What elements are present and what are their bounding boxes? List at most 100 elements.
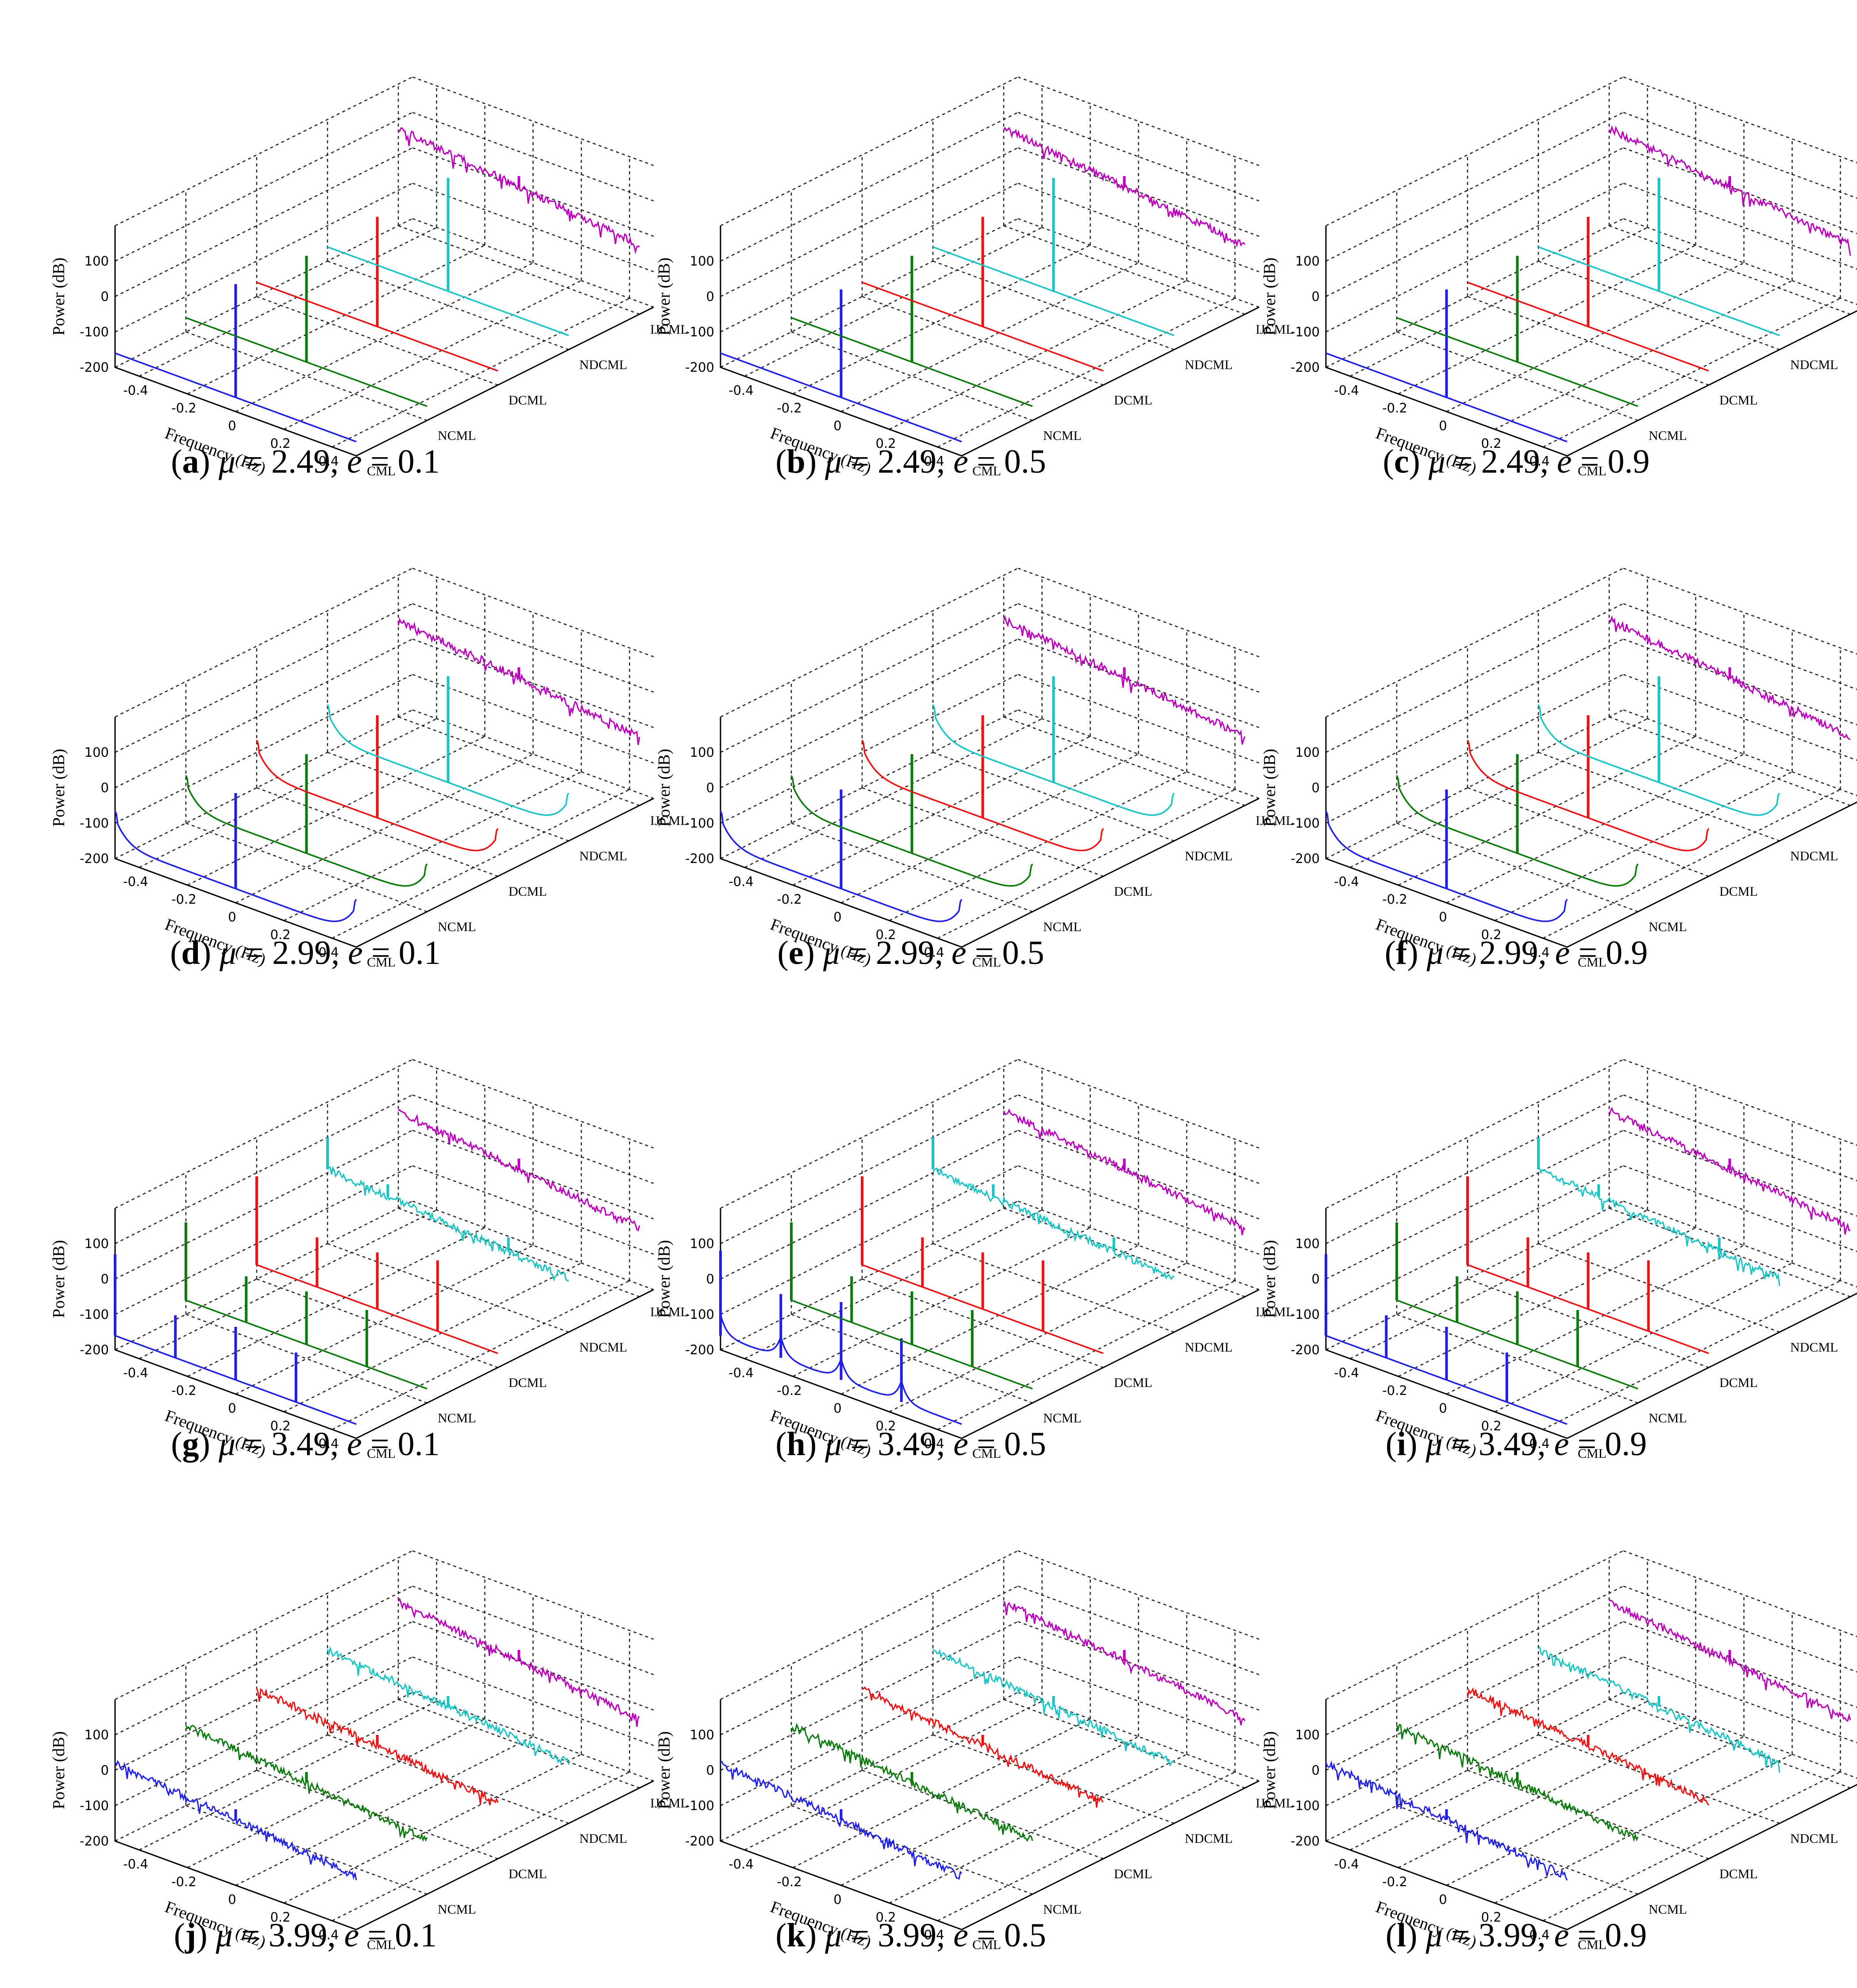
series-dcml bbox=[1467, 1687, 1710, 1806]
subplot-caption: (j) μ = 3.99, e = 0.1 bbox=[173, 1917, 437, 1954]
subplot-caption: (d) μ = 2.99, e = 0.1 bbox=[170, 934, 441, 971]
z-tick-label: -200 bbox=[1291, 1342, 1320, 1357]
grid-line bbox=[792, 1227, 1091, 1377]
series-cml bbox=[720, 289, 962, 443]
series-label: CML bbox=[367, 1446, 396, 1461]
x-tick-label: -0.2 bbox=[171, 1383, 196, 1398]
subplot-g: 100 0 -100 -200 -0.4 -0.2 0 0.2 0.4 CML NCML DCML ND… bbox=[13, 982, 689, 1474]
z-tick-label: -100 bbox=[1291, 1798, 1320, 1813]
series-label: IJCML bbox=[650, 813, 689, 828]
x-tick-label: 0 bbox=[228, 1401, 236, 1416]
grid-line bbox=[720, 218, 1018, 368]
series-dcml bbox=[862, 1686, 1104, 1808]
series-ndcml bbox=[1538, 178, 1780, 336]
grid-line bbox=[744, 1209, 1043, 1360]
z-tick-label: -200 bbox=[1291, 360, 1320, 375]
axes-frame bbox=[720, 226, 1260, 457]
x-tick-label: 0.4 bbox=[924, 1927, 944, 1942]
grid-lines bbox=[720, 1550, 1260, 1930]
z-tick-label: 0 bbox=[706, 1271, 714, 1287]
z-tick-label: -200 bbox=[685, 851, 714, 866]
grid-line bbox=[1325, 674, 1624, 824]
series-label: CML bbox=[1578, 1446, 1607, 1461]
series-ijcml bbox=[397, 1597, 640, 1727]
z-tick-label: -200 bbox=[80, 851, 109, 866]
x-tick-label: 0.2 bbox=[270, 1418, 290, 1433]
series-ndcml bbox=[327, 1646, 570, 1765]
series-ndcml bbox=[932, 1648, 1175, 1767]
x-tick-label: 0 bbox=[833, 418, 841, 433]
grid-line bbox=[720, 1129, 1018, 1280]
series-label: DCML bbox=[509, 1867, 547, 1881]
grid-line bbox=[1325, 1165, 1624, 1315]
series-line bbox=[256, 1688, 499, 1806]
series-line bbox=[1003, 1108, 1246, 1236]
z-tick-label: -200 bbox=[685, 360, 714, 375]
series-cml bbox=[114, 1760, 357, 1880]
grid-lines bbox=[114, 1550, 654, 1930]
x-tick-label: -0.4 bbox=[1334, 383, 1359, 398]
axes-frame bbox=[114, 1699, 654, 1930]
z-axis-label: Power (dB) bbox=[1260, 258, 1279, 335]
series-ijcml bbox=[1003, 615, 1246, 745]
x-tick-label: 0 bbox=[228, 909, 236, 925]
subplot-caption: (g) μ = 3.49, e = 0.1 bbox=[171, 1426, 440, 1463]
series-label: NCML bbox=[1649, 920, 1687, 934]
z-tick-label: 0 bbox=[706, 780, 714, 795]
grid-line bbox=[115, 1621, 413, 1771]
grid-line bbox=[412, 567, 654, 658]
z-tick-label: 100 bbox=[85, 1236, 109, 1251]
axes-frame bbox=[1325, 226, 1857, 457]
series-cml bbox=[115, 284, 357, 443]
series-line bbox=[1537, 1646, 1780, 1773]
grid-line bbox=[115, 182, 413, 333]
grid-lines bbox=[720, 76, 1260, 457]
series-label: NCML bbox=[438, 920, 476, 934]
series-label: DCML bbox=[1719, 393, 1758, 408]
x-tick-label: -0.4 bbox=[728, 1857, 754, 1872]
z-tick-label: -200 bbox=[80, 360, 109, 375]
z-axis-label: Power (dB) bbox=[655, 258, 674, 335]
series-ncml bbox=[1395, 1222, 1638, 1390]
series-label: NDCML bbox=[1185, 1340, 1233, 1355]
z-tick-label: 100 bbox=[1295, 745, 1320, 760]
grid-line bbox=[187, 1227, 485, 1377]
grid-line bbox=[1398, 1718, 1696, 1869]
x-tick-label: 0.4 bbox=[924, 454, 944, 469]
grid-lines bbox=[1325, 1059, 1857, 1439]
x-tick-label: -0.2 bbox=[777, 1383, 802, 1398]
series-ncml bbox=[791, 256, 1033, 407]
x-tick-label: -0.2 bbox=[171, 1874, 196, 1889]
grid-line bbox=[187, 736, 485, 886]
subplot-caption: (c) μ = 2.49, e = 0.9 bbox=[1383, 443, 1650, 480]
axis-line bbox=[114, 717, 654, 948]
series-label: DCML bbox=[1719, 1867, 1758, 1881]
x-tick-label: 0.2 bbox=[1481, 927, 1501, 942]
subplot-caption: (f) μ = 2.99, e = 0.9 bbox=[1384, 934, 1648, 971]
subplot-a: 100 0 -100 -200 -0.4 -0.2 0 0.2 0.4 CML NCML DCML ND… bbox=[13, 0, 689, 491]
grid-line bbox=[720, 112, 1018, 262]
x-tick-label: 0.2 bbox=[1481, 1418, 1501, 1433]
z-tick-label: -200 bbox=[80, 1834, 109, 1849]
series-label: NCML bbox=[438, 428, 476, 443]
grid-line bbox=[115, 218, 413, 368]
series-label: CML bbox=[972, 955, 1001, 970]
series-ncml bbox=[185, 1725, 428, 1842]
x-tick-label: 0.4 bbox=[318, 1927, 339, 1942]
subplot-d: 100 0 -100 -200 -0.4 -0.2 0 0.2 0.4 CML NCML DCML ND… bbox=[13, 491, 689, 982]
series-ijcml bbox=[1608, 125, 1851, 256]
series-label: NDCML bbox=[1790, 358, 1838, 372]
series-label: NCML bbox=[1043, 428, 1082, 443]
grid-line bbox=[187, 1718, 485, 1869]
x-tick-label: -0.2 bbox=[171, 892, 196, 907]
series-ncml bbox=[185, 256, 428, 407]
grid-lines bbox=[720, 567, 1260, 948]
series-line bbox=[790, 1722, 1033, 1842]
x-tick-label: 0 bbox=[1439, 418, 1447, 433]
spectrum-plot-3d: 100 0 -100 -200 -0.4 -0.2 0 0.2 0.4 CML NCML DCML ND… bbox=[655, 1550, 1294, 1952]
grid-line bbox=[115, 1094, 413, 1244]
grid-line bbox=[744, 227, 1043, 377]
z-tick-label: -200 bbox=[1291, 851, 1320, 866]
x-tick-label: 0 bbox=[1439, 1892, 1447, 1907]
series-dcml bbox=[861, 1176, 1104, 1354]
